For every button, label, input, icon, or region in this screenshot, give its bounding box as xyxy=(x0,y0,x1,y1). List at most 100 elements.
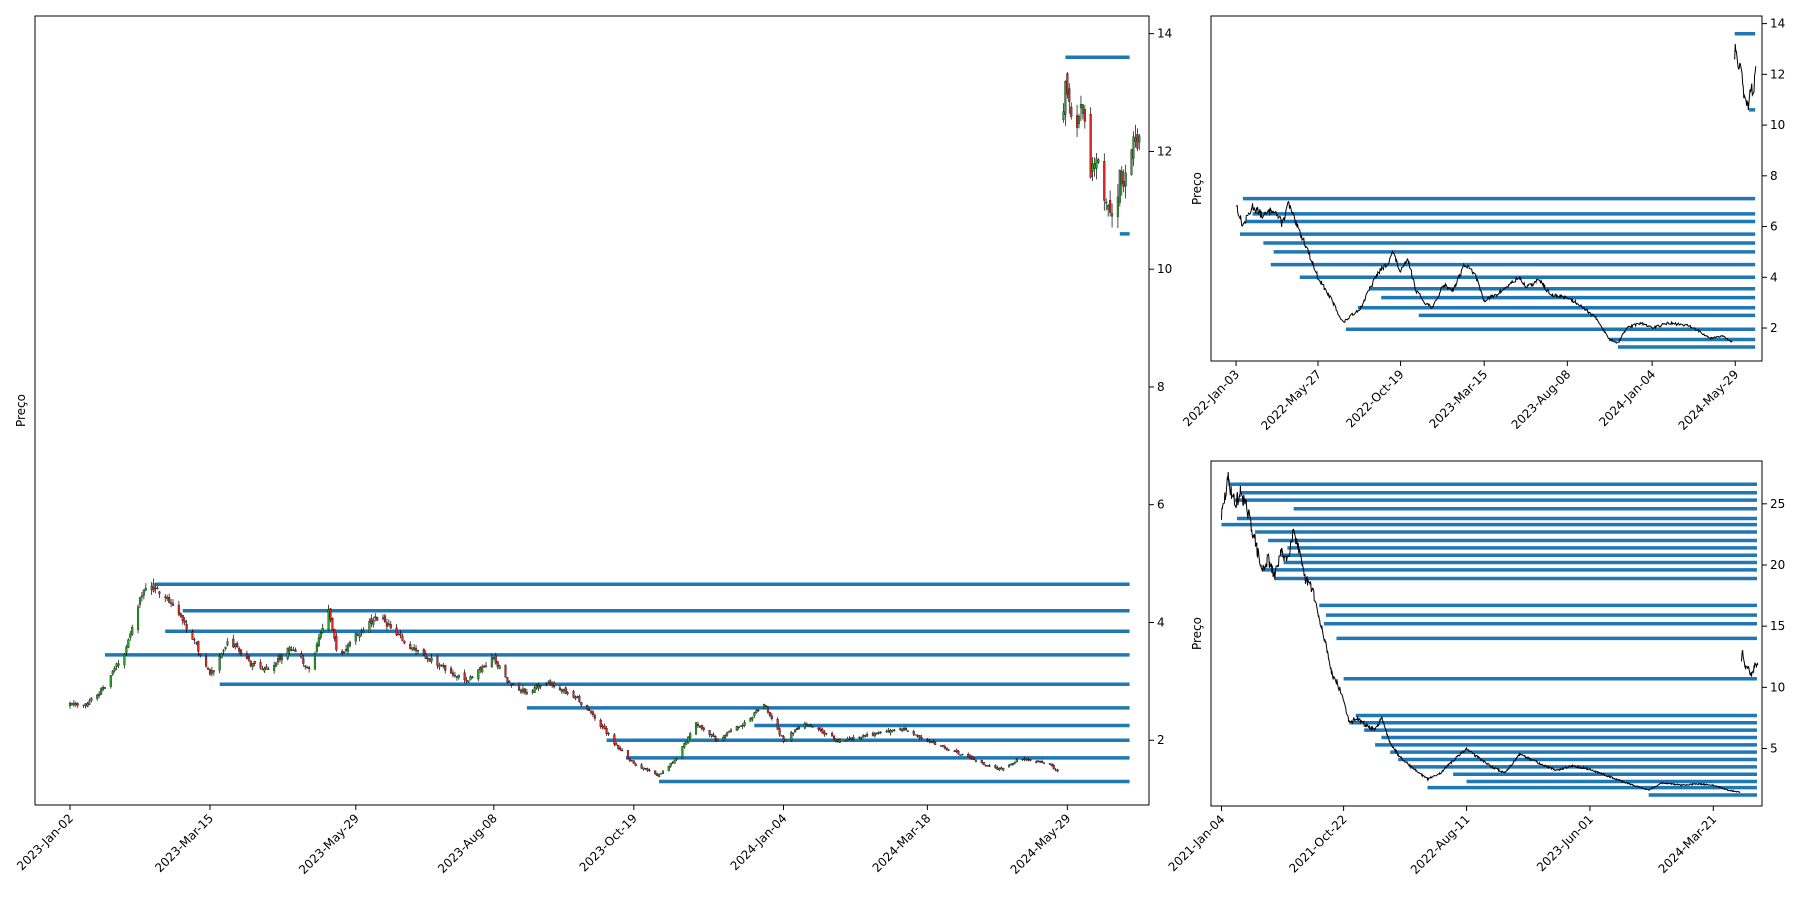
candle-body xyxy=(1103,160,1106,201)
candle-body xyxy=(492,657,495,659)
candle-body xyxy=(152,583,155,592)
candle-body xyxy=(144,587,147,591)
candle-body xyxy=(1009,764,1013,766)
candle-body xyxy=(142,589,145,596)
candle-body xyxy=(803,723,806,729)
candle-body xyxy=(140,595,143,598)
candle-body xyxy=(428,658,431,662)
candle-body xyxy=(136,606,140,630)
candle-body xyxy=(129,633,132,638)
candle-body xyxy=(251,663,254,668)
candle-body xyxy=(607,732,610,735)
candle-body xyxy=(483,666,486,668)
y-axis-label: Preço xyxy=(1190,617,1204,650)
candle-body xyxy=(737,726,740,728)
candle-body xyxy=(1138,135,1141,143)
candle-body xyxy=(626,750,630,760)
candle-body xyxy=(755,710,758,713)
candle-body xyxy=(654,770,657,775)
candle-body xyxy=(358,633,361,638)
candle-body xyxy=(168,596,171,603)
candle-body xyxy=(96,694,99,699)
y-tick-label: 6 xyxy=(1770,220,1778,234)
candle-body xyxy=(415,648,418,651)
candle-body xyxy=(467,680,470,683)
candle-body xyxy=(1076,115,1079,128)
candle-body xyxy=(471,676,474,679)
candle-body xyxy=(1136,134,1139,149)
candle-body xyxy=(1130,149,1133,175)
candle-body xyxy=(197,641,200,652)
candle-body xyxy=(537,684,540,689)
candle-body xyxy=(166,597,169,600)
candle-body xyxy=(586,705,589,710)
candle-body xyxy=(749,718,752,722)
candle-body xyxy=(100,688,103,695)
candle-body xyxy=(183,620,186,624)
candle-body xyxy=(422,649,425,655)
candle-body xyxy=(1035,761,1038,763)
candle-body xyxy=(1116,196,1119,217)
candle-body xyxy=(354,633,357,642)
price-series-line xyxy=(1733,43,1757,110)
candle-body xyxy=(669,763,672,767)
candle-body xyxy=(181,615,184,622)
candle-body xyxy=(858,736,861,738)
candle-body xyxy=(776,719,779,730)
candle-body xyxy=(770,715,773,720)
candle-body xyxy=(871,732,874,736)
candle-body xyxy=(996,767,999,770)
candle-body xyxy=(504,664,507,678)
y-tick-label: 2 xyxy=(1157,733,1165,747)
candle-body xyxy=(171,603,175,606)
candle-body xyxy=(974,760,978,762)
candle-body xyxy=(889,730,892,734)
candle-body xyxy=(1000,767,1003,770)
candle-body xyxy=(864,735,867,737)
candle-body xyxy=(1050,763,1053,767)
candle-body xyxy=(1077,116,1081,124)
candle-body xyxy=(1120,171,1123,185)
candle-body xyxy=(753,712,756,716)
candle-body xyxy=(531,690,534,693)
candle-body xyxy=(671,762,674,764)
candle-body xyxy=(902,728,906,731)
y-axis-label: Preço xyxy=(14,394,28,427)
candle-body xyxy=(253,660,256,665)
candle-body xyxy=(389,624,392,629)
candle-body xyxy=(694,722,698,735)
candle-body xyxy=(642,767,645,770)
candle-body xyxy=(912,731,915,735)
candle-body xyxy=(1013,762,1016,764)
candle-body xyxy=(553,682,556,688)
candle-body xyxy=(226,641,229,646)
price-series-line xyxy=(1236,200,1733,344)
candle-body xyxy=(564,687,567,694)
candle-body xyxy=(397,634,400,636)
candle-body xyxy=(891,729,894,732)
candle-body xyxy=(599,719,602,727)
candle-body xyxy=(696,724,700,726)
candle-body xyxy=(288,646,291,652)
candle-body xyxy=(84,703,87,706)
y-tick-label: 4 xyxy=(1157,615,1165,629)
candle-body xyxy=(68,703,72,707)
candle-body xyxy=(1007,764,1011,768)
candle-body xyxy=(177,604,180,615)
candle-body xyxy=(383,615,386,623)
candle-body xyxy=(1089,114,1092,178)
candle-body xyxy=(138,597,142,605)
y-tick-label: 15 xyxy=(1770,619,1785,633)
candle-body xyxy=(792,732,795,734)
candle-body xyxy=(1011,762,1014,765)
candle-body xyxy=(1107,205,1110,210)
candle-body xyxy=(1027,759,1030,761)
candle-body xyxy=(566,692,569,695)
candle-body xyxy=(249,660,252,666)
candle-body xyxy=(817,727,820,730)
candle-body xyxy=(199,653,202,656)
candle-body xyxy=(345,648,348,651)
candlestick-series xyxy=(68,578,1059,778)
candle-body xyxy=(240,649,243,654)
